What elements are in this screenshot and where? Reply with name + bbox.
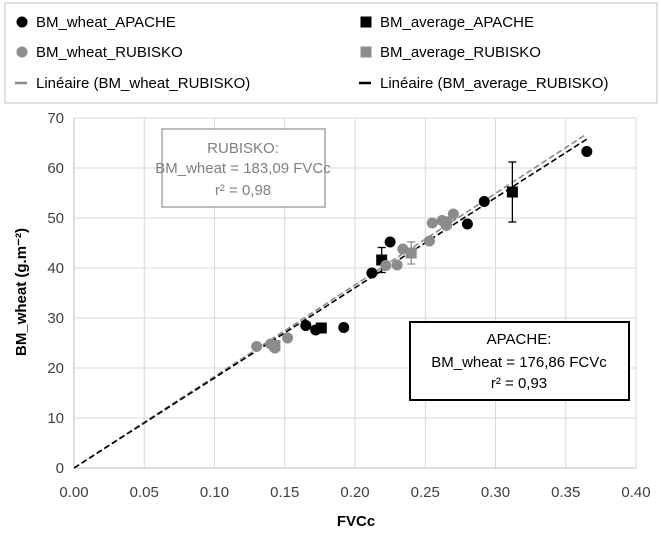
annotation-rubisko-line-2: BM_wheat = 183,09 FVCc — [155, 160, 331, 177]
data-point — [461, 218, 473, 230]
annotation-rubisko-line-3: r² = 0,98 — [215, 182, 271, 199]
y-tick-label: 10 — [47, 410, 64, 427]
gridlines — [74, 117, 637, 468]
x-tick-label: 0.20 — [340, 484, 369, 501]
legend-label: BM_average_APACHE — [380, 14, 534, 31]
y-tick-label: 0 — [56, 460, 64, 477]
legend-label: BM_average_RUBISKO — [380, 44, 541, 61]
axes — [73, 118, 636, 469]
legend-marker — [360, 46, 372, 58]
data-point — [426, 217, 438, 229]
x-axis-title: FVCc — [337, 513, 375, 530]
data-point — [506, 186, 518, 198]
x-tick-label: 0.00 — [59, 484, 88, 501]
annotation-apache-line-1: APACHE: — [487, 331, 552, 348]
x-tick-label: 0.10 — [200, 484, 229, 501]
annotation-apache-line-3: r² = 0,93 — [491, 375, 547, 392]
legend-label: Linéaire (BM_average_RUBISKO) — [380, 75, 608, 92]
y-tick-label: 70 — [47, 110, 64, 127]
x-tick-label: 0.25 — [411, 484, 440, 501]
x-tick-label: 0.35 — [551, 484, 580, 501]
legend: BM_wheat_APACHE BM_average_APACHE BM_wheat… — [4, 2, 658, 104]
legend-frame — [4, 2, 658, 104]
data-point — [282, 332, 294, 344]
data-point — [447, 208, 459, 220]
x-tick-label: 0.30 — [481, 484, 510, 501]
annotation-rubisko-frame — [161, 128, 326, 208]
x-tick-label: 0.05 — [130, 484, 159, 501]
data-points — [251, 146, 593, 354]
trendline — [73, 138, 588, 469]
y-tick-label: 40 — [47, 260, 64, 277]
data-point — [581, 146, 593, 157]
data-point — [397, 243, 409, 255]
x-tick-label: 0.15 — [270, 484, 299, 501]
legend-label: BM_wheat_RUBISKO — [36, 44, 183, 61]
x-tick-label: 0.40 — [621, 484, 650, 501]
data-point — [384, 236, 396, 248]
data-point — [440, 217, 452, 229]
data-point — [405, 247, 417, 259]
y-tick-label: 50 — [47, 210, 64, 227]
trendlines — [73, 133, 588, 469]
y-axis-title: BM_wheat (g.m⁻²) — [13, 228, 30, 356]
y-tick-label: 20 — [47, 360, 64, 377]
legend-marker — [16, 16, 28, 28]
data-point — [269, 340, 281, 351]
annotation-rubisko: RUBISKO: BM_wheat = 183,09 FVCc r² = 0,9… — [155, 128, 331, 208]
tick-labels: 0 10 20 30 40 50 60 70 0.00 0.05 0.10 0.15 0.20 0.25 0… — [47, 110, 650, 501]
data-point — [391, 259, 403, 271]
data-point — [380, 260, 392, 271]
data-point — [300, 320, 312, 331]
legend-marker — [360, 16, 372, 28]
legend-label: Linéaire (BM_wheat_RUBISKO) — [36, 75, 250, 92]
data-point — [478, 196, 490, 207]
annotation-rubisko-line-1: RUBISKO: — [207, 140, 279, 157]
legend-label: BM_wheat_APACHE — [36, 14, 176, 31]
data-point — [315, 322, 327, 334]
annotation-apache-frame — [409, 321, 630, 401]
annotation-apache: APACHE: BM_wheat = 176,86 FCVc r² = 0,93 — [409, 321, 630, 401]
data-point — [251, 341, 263, 352]
y-tick-label: 60 — [47, 160, 64, 177]
y-tick-label: 30 — [47, 310, 64, 327]
annotation-apache-line-2: BM_wheat = 176,86 FCVc — [431, 354, 607, 371]
data-point — [338, 322, 350, 333]
data-point — [376, 254, 388, 266]
legend-marker — [16, 46, 28, 58]
data-point — [366, 267, 378, 279]
data-point — [423, 235, 435, 247]
